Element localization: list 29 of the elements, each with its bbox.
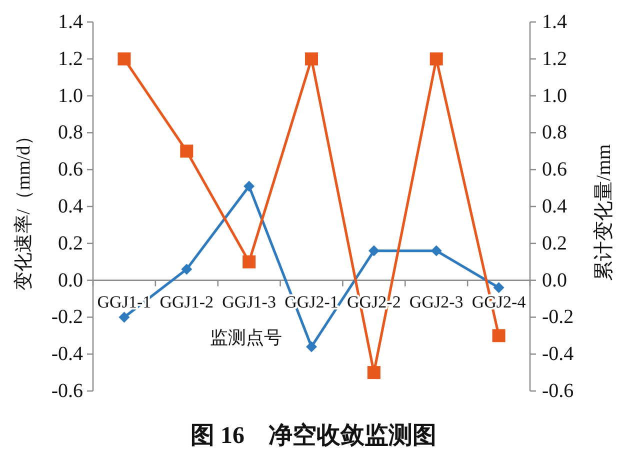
y-tick-label: -0.4	[51, 343, 83, 366]
x-tick-label: GGJ1-2	[160, 292, 214, 312]
y2-tick-label: -0.4	[542, 343, 574, 366]
y-tick-label: 0.0	[58, 269, 83, 292]
y2-tick-label: 0.6	[542, 158, 567, 181]
y-tick-label: 0.6	[58, 158, 83, 181]
y-tick-label: 0.2	[58, 232, 83, 254]
y2-tick-label: 0.0	[542, 269, 567, 292]
y2-tick-label: 1.2	[542, 48, 567, 70]
title: 图 16 净空收敛监测图	[190, 423, 436, 449]
y2-tick-label: 0.2	[542, 232, 567, 254]
y2-tick-label: 1.0	[542, 84, 567, 107]
y-tick-label: -0.2	[51, 306, 83, 328]
y2-tick-label: -0.2	[542, 306, 574, 328]
y2-tick-label: -0.6	[542, 380, 574, 402]
y-axis-title: 变化速率/（mm/d）	[14, 126, 34, 290]
y-tick-label: 1.0	[58, 84, 83, 107]
y-tick-label: 1.2	[58, 48, 83, 70]
x-axis-title: 监测点号	[210, 327, 282, 348]
x-tick-label: GGJ1-3	[222, 292, 276, 312]
y-tick-label: 1.4	[58, 11, 83, 33]
y-tick-label: 0.4	[58, 196, 83, 218]
y-tick-label: 0.8	[58, 122, 83, 144]
y2-axis-title: 累计变化量/mm	[593, 144, 615, 281]
y2-tick-label: 0.8	[542, 122, 567, 144]
x-tick-label: GGJ2-3	[409, 292, 464, 312]
y2-tick-label: 1.4	[542, 11, 567, 33]
y2-tick-label: 0.4	[542, 196, 567, 218]
y-tick-label: -0.6	[51, 380, 83, 402]
